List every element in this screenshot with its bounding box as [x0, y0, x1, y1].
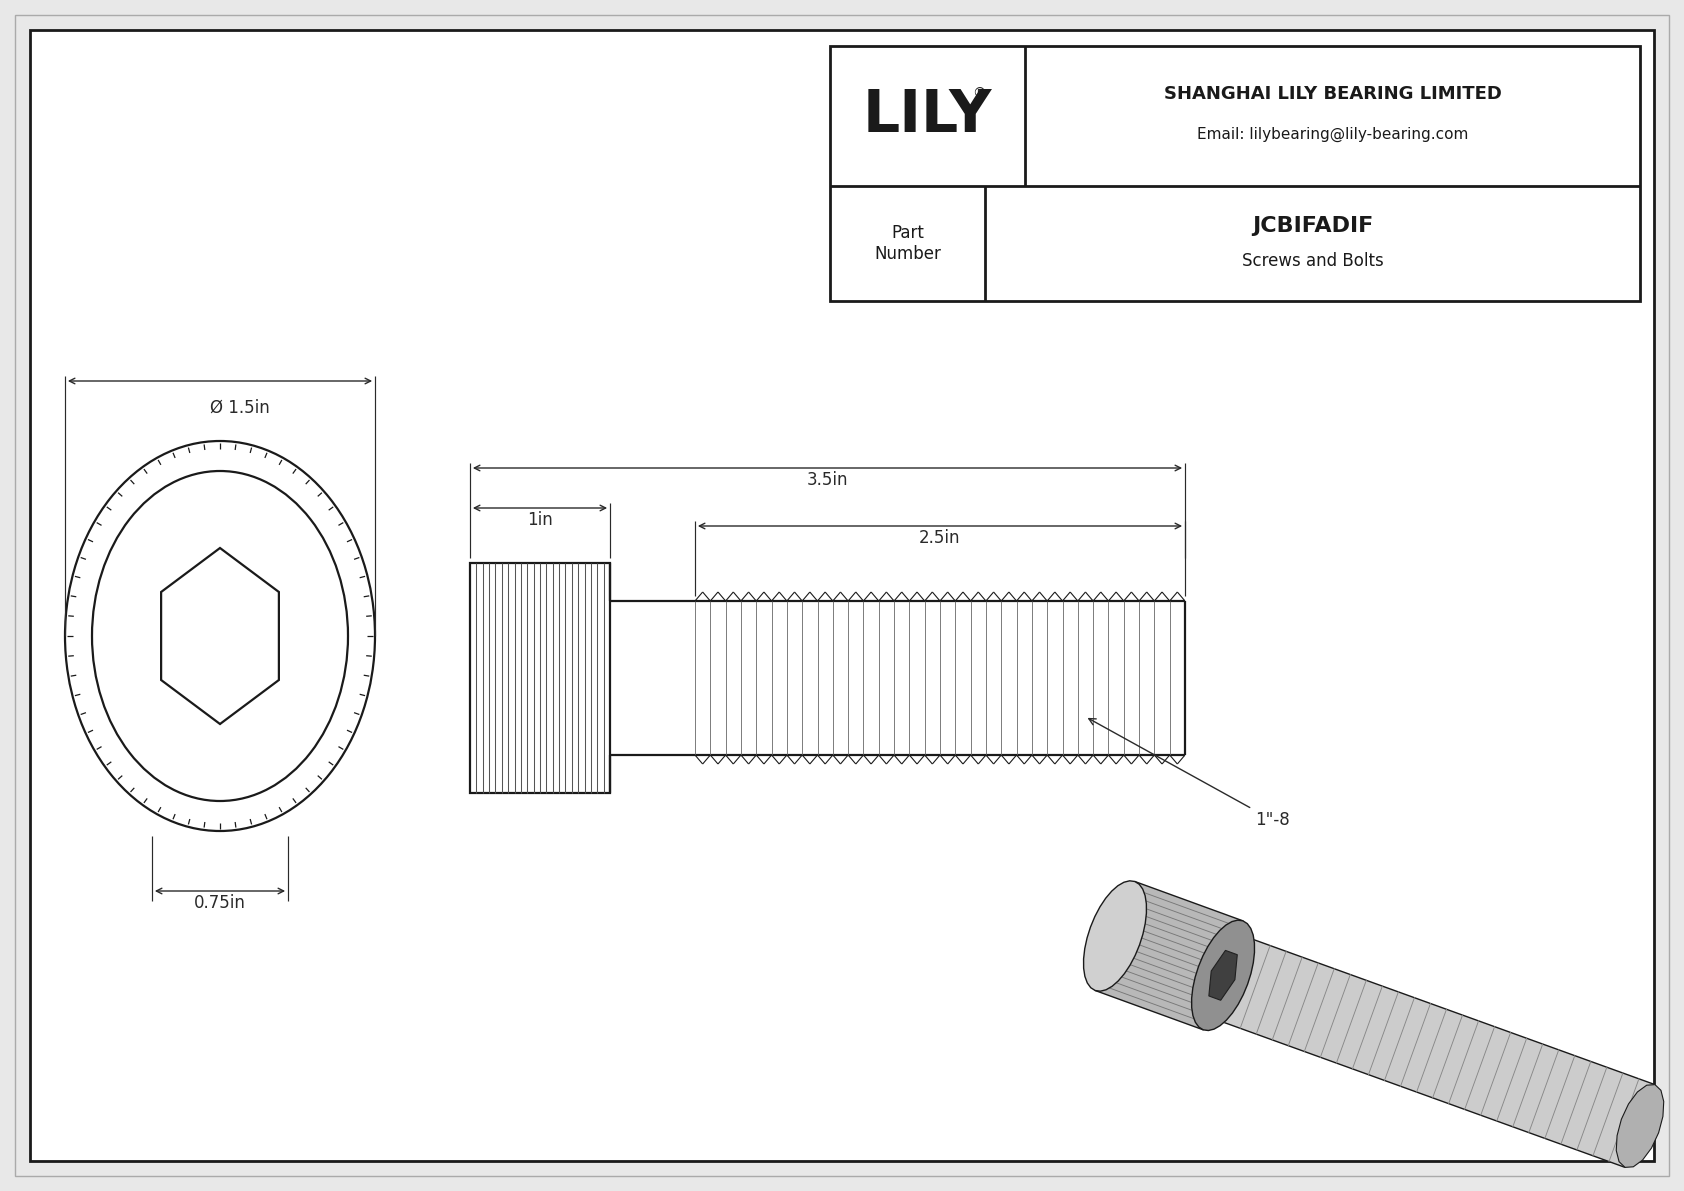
Bar	[695, 601, 1186, 755]
Text: Screws and Bolts: Screws and Bolts	[1241, 252, 1383, 270]
Text: JCBIFADIF: JCBIFADIF	[1251, 216, 1372, 236]
Polygon shape	[1209, 950, 1238, 1000]
Bar	[830, 46, 1640, 301]
Polygon shape	[1617, 1085, 1664, 1167]
Text: ®: ®	[973, 87, 987, 101]
Text: Part
Number: Part Number	[874, 224, 941, 263]
Polygon shape	[1192, 921, 1255, 1030]
Text: LILY: LILY	[862, 87, 992, 144]
Text: 1in: 1in	[527, 511, 552, 529]
Text: 1"-8: 1"-8	[1090, 718, 1290, 829]
Text: Ø 1.5in: Ø 1.5in	[210, 399, 269, 417]
Text: 0.75in: 0.75in	[194, 894, 246, 912]
Polygon shape	[162, 548, 280, 724]
Polygon shape	[1207, 934, 1655, 1167]
Ellipse shape	[93, 470, 349, 802]
Polygon shape	[1095, 881, 1243, 1030]
Polygon shape	[1083, 881, 1147, 991]
Text: SHANGHAI LILY BEARING LIMITED: SHANGHAI LILY BEARING LIMITED	[1164, 85, 1502, 102]
Bar	[470, 563, 610, 793]
Text: Email: lilybearing@lily-bearing.com: Email: lilybearing@lily-bearing.com	[1197, 126, 1468, 142]
Text: 2.5in: 2.5in	[919, 529, 962, 547]
Text: 3.5in: 3.5in	[807, 470, 849, 490]
Ellipse shape	[66, 441, 376, 831]
